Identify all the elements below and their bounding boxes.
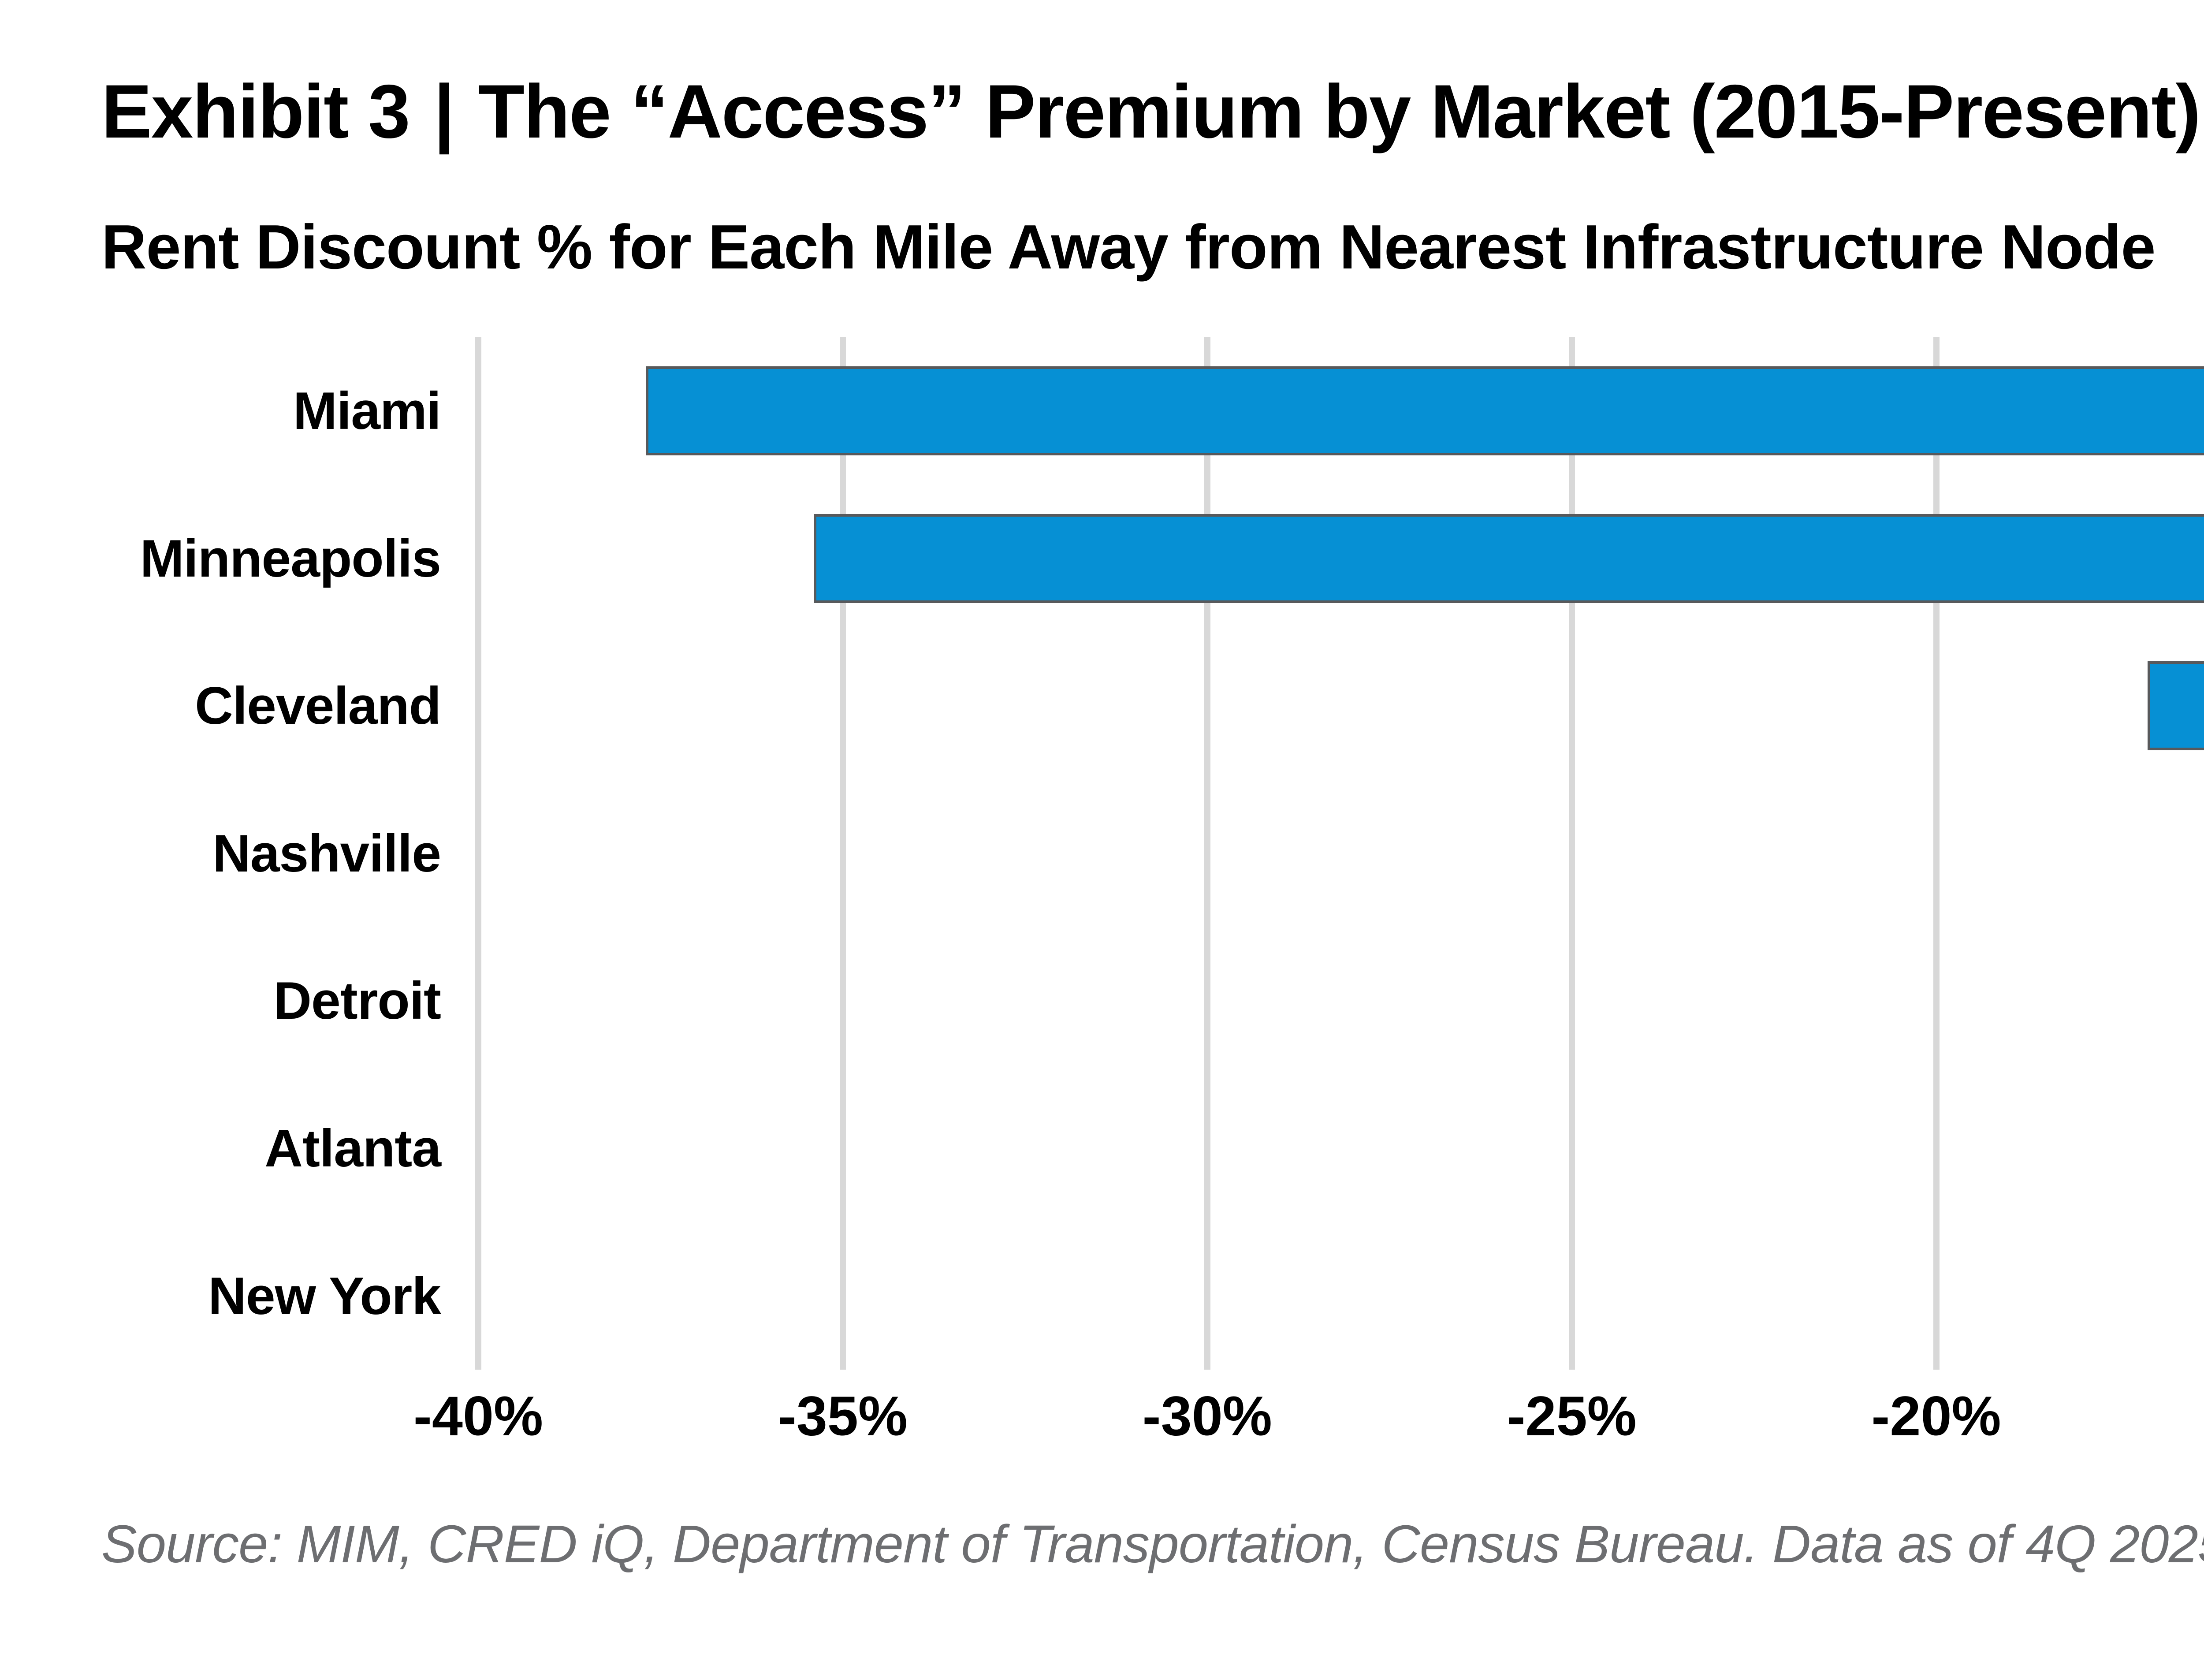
category-label: Cleveland — [195, 676, 441, 736]
title-separator: | — [433, 69, 455, 154]
bar-track — [478, 927, 2204, 1075]
category-label: Atlanta — [264, 1118, 441, 1178]
title-text: The “Access” Premium by Market (2015-Pre… — [478, 69, 2201, 154]
bar — [813, 514, 2204, 603]
gridline — [475, 337, 481, 1370]
bar-rows — [478, 337, 2204, 1370]
exhibit-label: Exhibit 3 — [101, 69, 410, 154]
x-tick-label: -25% — [1507, 1385, 1637, 1447]
x-tick-label: -40% — [413, 1385, 544, 1447]
category-label: Miami — [293, 381, 441, 441]
track-area — [475, 337, 2204, 1370]
bar-track — [478, 780, 2204, 928]
category-label: New York — [208, 1266, 441, 1326]
bar-track — [478, 484, 2204, 632]
category-label: Detroit — [273, 971, 441, 1031]
bar-chart: Miami Minneapolis Cleveland Nashville Detroi… — [101, 337, 2204, 1462]
bar — [646, 366, 2204, 456]
category-axis: Miami Minneapolis Cleveland Nashville Detroi… — [101, 337, 478, 1370]
x-tick-label: -20% — [1871, 1385, 2001, 1447]
category-label: Nashville — [212, 823, 441, 883]
bar — [2148, 661, 2204, 751]
chart-title: Exhibit 3 | The “Access” Premium by Market… — [101, 66, 2204, 157]
chart-subtitle: Rent Discount % for Each Mile Away from … — [101, 212, 2156, 283]
x-tick-label: -30% — [1142, 1385, 1272, 1447]
category-label: Minneapolis — [140, 529, 441, 588]
x-axis: -40%-35%-30%-25%-20%-15%-10%-5%0% — [413, 1370, 2204, 1462]
plot-area: Miami Minneapolis Cleveland Nashville Detroi… — [101, 337, 2204, 1370]
bar-track — [478, 337, 2204, 485]
x-tick-label: -35% — [778, 1385, 908, 1447]
bar-track — [478, 1222, 2204, 1370]
bar-track — [478, 632, 2204, 780]
bar-track — [478, 1075, 2204, 1222]
source-note: Source: MIM, CRED iQ, Department of Tran… — [101, 1513, 2204, 1574]
